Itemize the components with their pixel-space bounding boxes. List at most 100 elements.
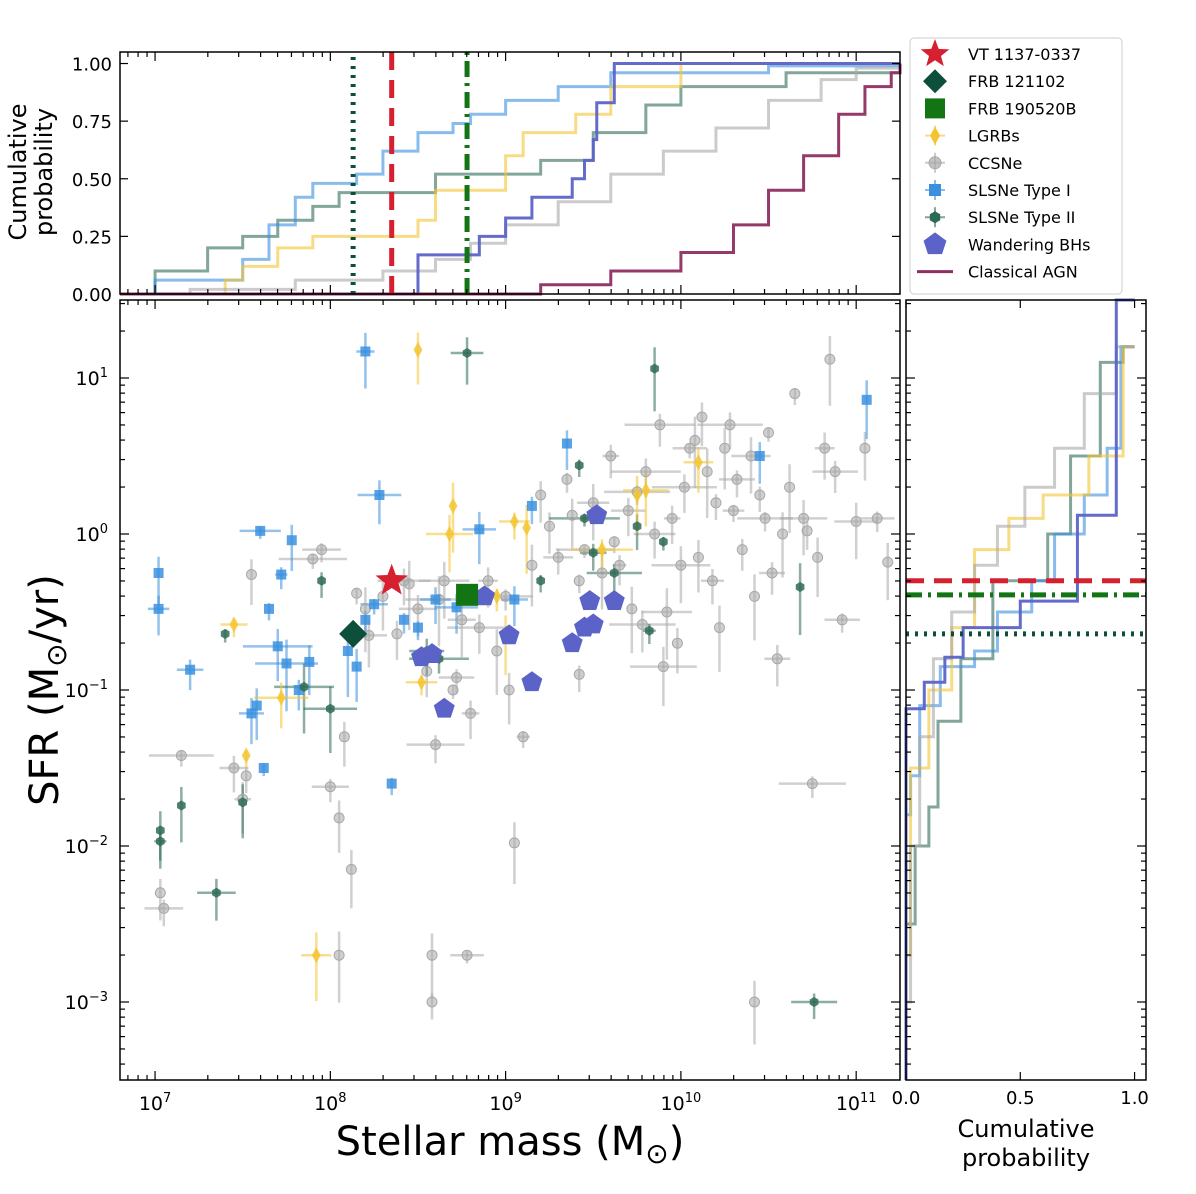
right-x-label-line2: probability xyxy=(962,1144,1090,1172)
ccsne-point xyxy=(491,645,503,657)
error-bars xyxy=(144,332,895,1045)
slsn1-point xyxy=(272,641,283,652)
ccsne-point xyxy=(871,512,883,524)
legend-label: FRB 190520B xyxy=(968,99,1076,118)
ccsne-point xyxy=(882,556,894,568)
wbh-point xyxy=(474,585,496,606)
slsn2-point xyxy=(588,547,598,558)
right-cdf-wbh xyxy=(904,298,1135,1080)
ccsne-point xyxy=(240,770,252,782)
legend-label: Classical AGN xyxy=(968,263,1078,282)
slsn1-point xyxy=(255,525,266,536)
wbh-point xyxy=(433,697,455,718)
top-y-tick-label: 0.25 xyxy=(72,227,112,248)
slsn2-point xyxy=(238,797,248,808)
ccsne-point xyxy=(745,450,757,462)
slsn1-point xyxy=(342,646,353,656)
top-cdf-wbh xyxy=(120,62,900,296)
slsn2-point xyxy=(795,582,805,593)
x-tick-label: 1010 xyxy=(661,1091,702,1115)
legend-label: SLSNe Type I xyxy=(968,181,1071,200)
ccsne-point xyxy=(759,512,771,524)
slsn2-point xyxy=(220,628,230,639)
slsn2-point xyxy=(574,460,584,471)
x-axis-label-sub: ⊙ xyxy=(645,1137,668,1170)
top-y-tick-label: 0.75 xyxy=(72,112,112,133)
ccsne-point xyxy=(749,590,761,602)
ccsne-point xyxy=(836,614,848,626)
right-reference-lines xyxy=(906,578,1146,637)
ccsne-point xyxy=(391,628,403,640)
wbh-point xyxy=(521,671,543,692)
right-x-tick-label: 0.5 xyxy=(1006,1088,1035,1109)
ccsne-point xyxy=(649,528,661,540)
legend-label: VT 1137-0337 xyxy=(968,45,1081,64)
slsn1-point xyxy=(754,451,765,461)
wbh-point xyxy=(582,613,604,634)
ccsne-point xyxy=(763,427,775,439)
top-cdf-lgrb xyxy=(120,62,900,296)
ccsne-point xyxy=(473,622,485,634)
ccsne-point xyxy=(636,618,648,630)
ccsne-point xyxy=(640,466,652,478)
ccsne-point xyxy=(719,442,731,454)
ccsne-point xyxy=(154,887,166,899)
top-cdf-lines xyxy=(120,62,902,296)
slsn2-point xyxy=(645,625,654,636)
legend-label: CCSNe xyxy=(968,154,1022,173)
legend-label: Wandering BHs xyxy=(968,235,1091,254)
slsn1-point xyxy=(430,594,441,605)
y-tick-label: 10−2 xyxy=(65,834,108,858)
lgrb-point xyxy=(241,747,251,764)
ccsne-point xyxy=(573,575,585,587)
ccsne-point xyxy=(608,536,620,548)
legend-marker xyxy=(920,39,950,67)
legend-marker xyxy=(925,98,945,119)
ccsne-point xyxy=(307,553,319,565)
y-tick-label: 100 xyxy=(76,522,108,546)
slsn1-point xyxy=(153,603,164,614)
ccsne-point xyxy=(245,569,257,581)
slsn1-point xyxy=(412,622,423,633)
legend-label: FRB 121102 xyxy=(968,72,1065,91)
ccsne-point xyxy=(710,497,722,509)
ccsne-point xyxy=(351,587,363,599)
legend-marker xyxy=(923,232,947,255)
ccsne-point xyxy=(324,781,336,793)
ccsne-point xyxy=(736,544,748,556)
highlight-markers xyxy=(339,563,479,648)
lgrb-point xyxy=(448,497,458,514)
slsn1-point xyxy=(304,656,315,667)
lgrb-point xyxy=(597,541,607,558)
ccsne-point xyxy=(859,442,871,454)
slsn2-point xyxy=(632,521,642,532)
ccsne-point xyxy=(798,512,810,524)
y-axis-label: SFR (M⊙/yr) xyxy=(22,574,73,806)
ccsne-point xyxy=(566,509,578,521)
lgrb-point xyxy=(229,616,239,633)
top-cdf-slsn1 xyxy=(120,63,902,296)
wbh-point xyxy=(421,643,443,664)
slsn2-point xyxy=(155,836,165,847)
lgrb-point xyxy=(509,513,519,530)
ccsne-point xyxy=(316,544,328,556)
y-tick-label: 101 xyxy=(76,366,108,390)
x-axis-label: Stellar mass (M⊙) xyxy=(336,1119,685,1170)
ccsne-point xyxy=(850,516,862,528)
top-y-tick-label: 1.00 xyxy=(72,55,112,76)
slsn1-point xyxy=(281,658,292,669)
right-cdf-lgrb xyxy=(904,345,1135,1080)
wbh-point xyxy=(561,632,583,653)
lgrb-point xyxy=(522,519,532,536)
ccsne-point xyxy=(626,603,638,615)
ccsne-point xyxy=(333,812,345,824)
y-axis-label-sub: ⊙ xyxy=(40,643,73,666)
slsn1-point xyxy=(263,603,274,614)
y-tick-label: 10−3 xyxy=(65,990,108,1014)
ccsne-point xyxy=(692,551,704,563)
top-panel-frame xyxy=(119,51,901,295)
ccsne-point xyxy=(526,559,538,571)
legend-marker xyxy=(929,184,941,196)
slsn1-point xyxy=(561,438,572,449)
slsn1-point xyxy=(374,490,385,500)
